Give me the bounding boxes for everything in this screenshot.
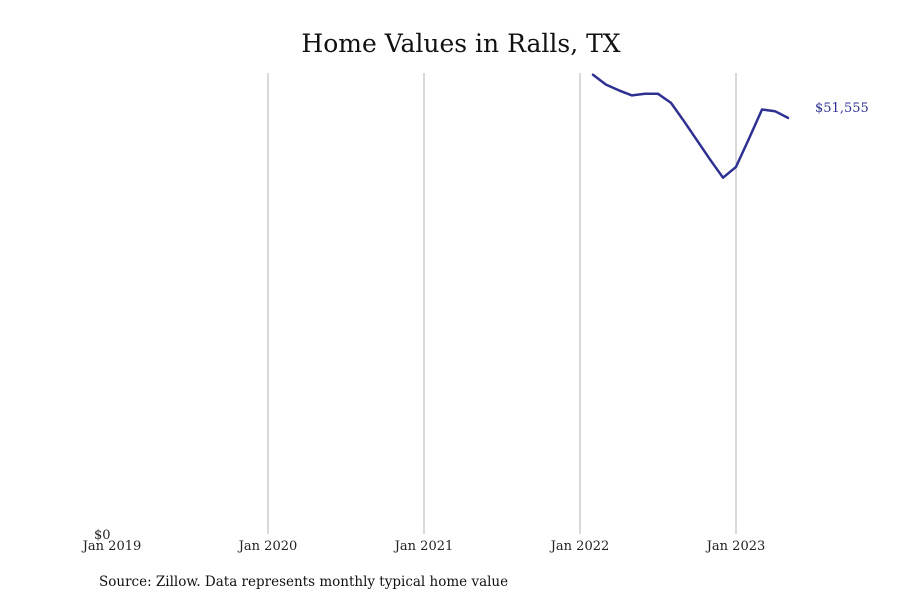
x-tick-label: Jan 2023 [705,539,766,554]
x-tick-label: Jan 2022 [549,539,610,554]
series-layer [591,73,790,179]
vertical-gridlines [267,73,737,534]
chart-title: Home Values in Ralls, TX [301,29,620,58]
end-value-label: $51,555 [815,101,869,116]
y-tick-zero: $0 [94,528,111,543]
x-tick-label: Jan 2020 [237,539,298,554]
x-tick-label: Jan 2021 [393,539,454,554]
series-line-0 [591,73,790,179]
x-axis-ticks: Jan 2019 Jan 2020 Jan 2021 Jan 2022 Jan 2023 [81,539,766,554]
source-note: Source: Zillow. Data represents monthly … [99,574,508,590]
x-tick-label: Jan 2019 [81,539,142,554]
